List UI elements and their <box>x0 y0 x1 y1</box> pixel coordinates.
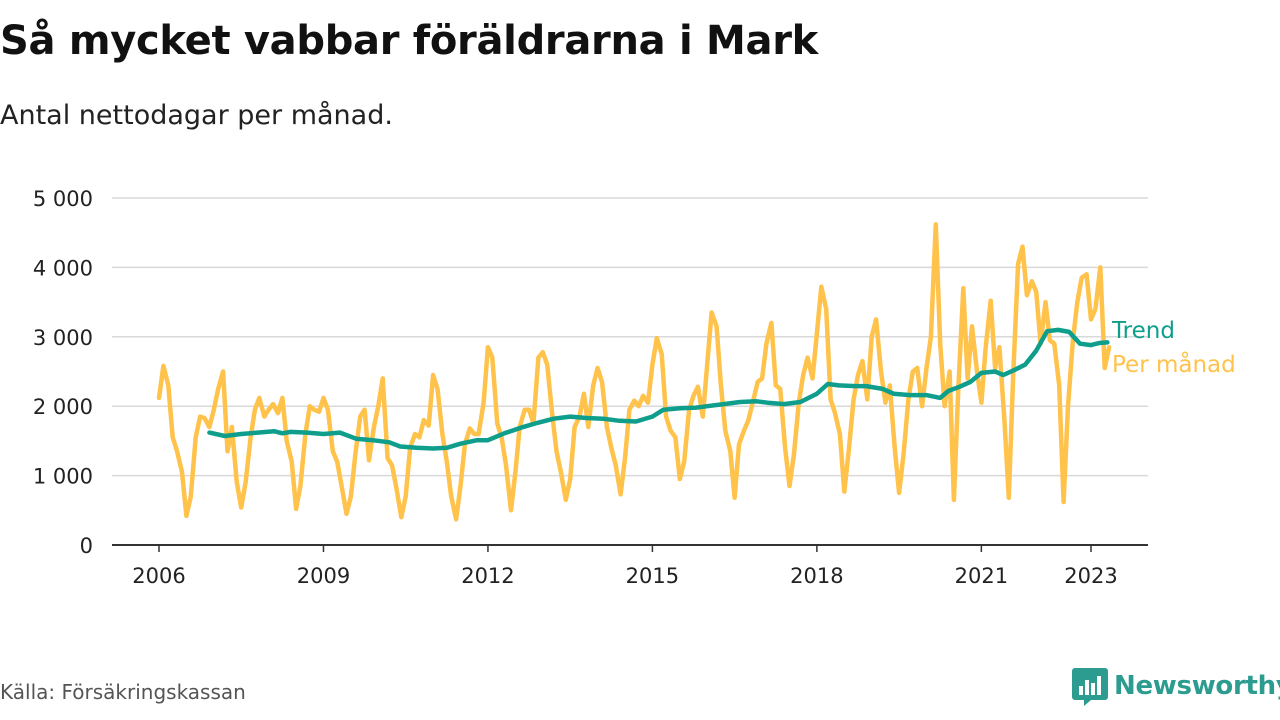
axes: 0 1 000 2 000 3 000 4 000 5 000 2006 2009 2012 20… <box>33 187 1148 588</box>
brand-logo[interactable]: Newsworthy <box>1072 666 1280 706</box>
series-lines <box>156 222 1112 522</box>
series-label-per-manad: Per månad <box>1112 350 1236 378</box>
chart-title: Så mycket vabbar föräldrarna i Mark <box>0 18 818 64</box>
y-tick-label: 5 000 <box>33 187 93 211</box>
brand-name: Newsworthy <box>1114 671 1280 701</box>
bar-chart-icon <box>1072 668 1108 706</box>
chart-subtitle: Antal nettodagar per månad. <box>0 100 393 131</box>
series-labels: Trend Per månad <box>1111 318 1236 378</box>
x-tick-label: 2015 <box>626 564 679 588</box>
source-note: Källa: Försäkringskassan <box>0 680 246 704</box>
x-tick-label: 2023 <box>1064 564 1117 588</box>
y-tick-label: 4 000 <box>33 256 93 280</box>
y-tick-label: 2 000 <box>33 395 93 419</box>
x-tick-label: 2018 <box>790 564 843 588</box>
y-tick-label: 3 000 <box>33 326 93 350</box>
x-tick-label: 2021 <box>955 564 1008 588</box>
y-tick-label: 1 000 <box>33 465 93 489</box>
x-tick-label: 2009 <box>297 564 350 588</box>
x-tick-label: 2006 <box>132 564 185 588</box>
y-tick-label: 0 <box>80 534 93 558</box>
series-line <box>156 222 1112 522</box>
series-label-trend: Trend <box>1111 318 1175 344</box>
series-line <box>207 327 1110 451</box>
x-tick-label: 2012 <box>461 564 514 588</box>
